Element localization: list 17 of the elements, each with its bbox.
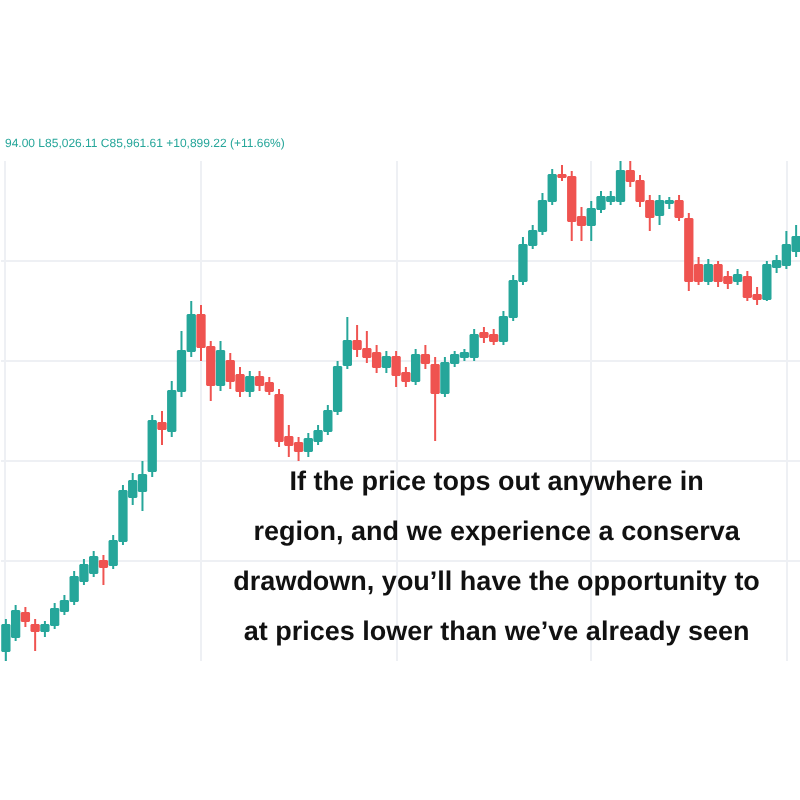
candlestick	[430, 356, 440, 442]
candlestick	[381, 350, 392, 374]
annotation: drawdown, you’ll have the opportunity to	[233, 566, 760, 596]
candlestick	[674, 194, 684, 222]
candlestick	[30, 618, 40, 652]
candlestick	[342, 316, 352, 370]
candlestick	[245, 370, 255, 398]
annotation: region, and we experience a conserva	[253, 516, 741, 546]
candlestick	[157, 410, 167, 446]
candlestick	[420, 344, 431, 370]
annotation: at prices lower than we’ve already seen	[243, 616, 750, 646]
candlestick	[215, 340, 226, 392]
candlestick	[98, 554, 109, 586]
annotation: If the price tops out anywhere in	[289, 466, 704, 496]
candlestick	[20, 606, 31, 628]
candlestick	[410, 348, 421, 386]
candlestick	[703, 258, 713, 286]
